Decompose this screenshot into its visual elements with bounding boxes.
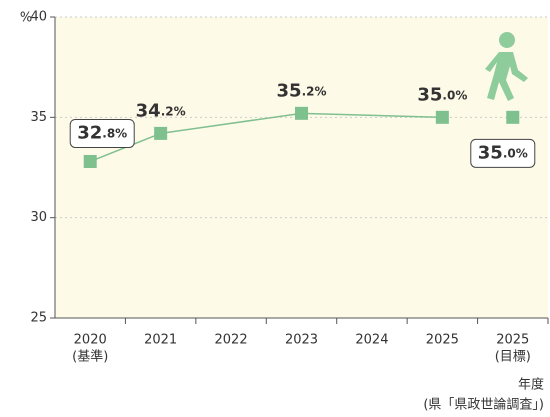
x-tick-label: 2025 xyxy=(426,333,459,348)
data-label: 35.2% xyxy=(277,80,327,101)
plot-background xyxy=(55,17,548,318)
y-unit: % xyxy=(20,11,32,26)
y-tick-label: 25 xyxy=(30,311,47,326)
label-main: 35 xyxy=(277,80,302,101)
label-box xyxy=(470,138,536,168)
data-label: 35.0% xyxy=(417,84,467,105)
x-tick-label: (基準) xyxy=(72,349,108,365)
x-tick-label: 2021 xyxy=(144,333,177,348)
x-tick-label: 2020 xyxy=(74,333,107,348)
line-segment xyxy=(160,112,302,135)
label-main: 34 xyxy=(136,100,161,121)
marker xyxy=(295,106,308,120)
data-label: 35.0% xyxy=(478,142,528,163)
label-sub: .0% xyxy=(503,146,528,160)
label-box xyxy=(69,118,135,148)
label-main: 32 xyxy=(77,122,102,143)
x-axis-label: 年度 xyxy=(518,377,544,393)
line-segment xyxy=(301,112,443,119)
data-label: 32.8% xyxy=(77,122,127,143)
walking-icon xyxy=(485,32,528,101)
marker xyxy=(83,154,97,168)
x-tick-label: 2022 xyxy=(215,333,248,348)
x-tick-label: 2024 xyxy=(355,333,388,348)
x-tick-label: 2025 xyxy=(496,333,529,348)
marker xyxy=(154,126,168,140)
label-sub: .8% xyxy=(102,126,127,140)
label-sub: .2% xyxy=(161,104,186,118)
marker xyxy=(435,110,449,124)
marker xyxy=(506,110,520,124)
data-label: 34.2% xyxy=(136,100,186,121)
label-main: 35 xyxy=(478,142,503,163)
label-sub: .0% xyxy=(442,88,467,102)
y-tick-label: 40 xyxy=(30,10,47,25)
y-tick-label: 35 xyxy=(30,110,47,125)
x-tick-label: (目標) xyxy=(495,350,531,365)
x-tick-label: 2023 xyxy=(285,333,318,348)
label-main: 35 xyxy=(417,84,442,105)
label-sub: .2% xyxy=(302,84,327,98)
y-tick-label: 30 xyxy=(30,210,47,225)
source: (県「県政世論調査」) xyxy=(423,397,544,413)
